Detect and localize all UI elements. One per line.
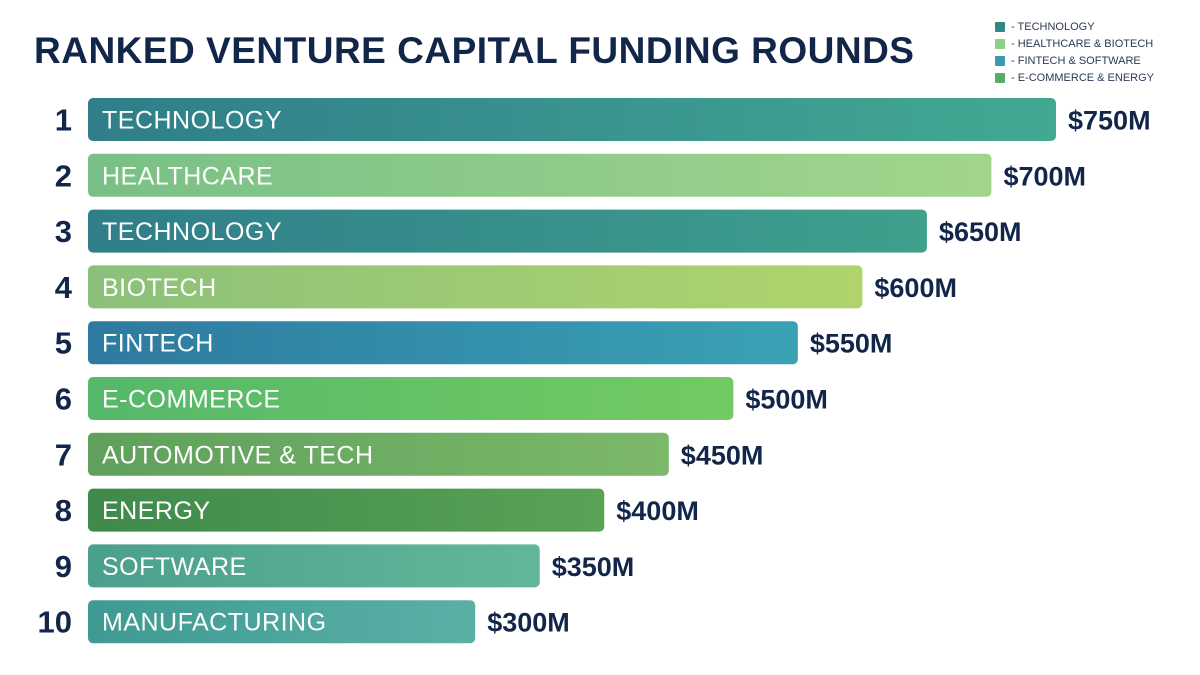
bar-category-label: AUTOMOTIVE & TECH <box>102 441 374 469</box>
rank-number: 6 <box>55 382 72 417</box>
rank-number: 3 <box>55 214 72 249</box>
rank-number: 2 <box>55 158 72 193</box>
chart-title: RANKED VENTURE CAPITAL FUNDING ROUNDS <box>34 30 915 71</box>
legend-label: - TECHNOLOGY <box>1011 20 1095 33</box>
bar-value-label: $550M <box>810 329 893 359</box>
bar-category-label: HEALTHCARE <box>102 162 273 190</box>
legend-label: - FINTECH & SOFTWARE <box>1011 54 1141 67</box>
bar-category-label: MANUFACTURING <box>102 609 327 637</box>
bar <box>88 432 669 476</box>
legend-item: - E-COMMERCE & ENERGY <box>995 69 1154 86</box>
bar <box>88 153 992 197</box>
bar-value-label: $350M <box>552 552 635 582</box>
bar <box>88 377 734 420</box>
rank-number: 5 <box>55 326 72 361</box>
rank-number: 1 <box>55 103 72 138</box>
bar <box>88 600 476 644</box>
legend-swatch <box>995 21 1005 32</box>
rank-number: 9 <box>55 549 72 584</box>
bar-category-label: BIOTECH <box>102 274 217 302</box>
bar-category-label: TECHNOLOGY <box>102 107 282 135</box>
bar-value-label: $750M <box>1068 106 1151 136</box>
rank-number: 10 <box>38 605 72 640</box>
legend: - TECHNOLOGY - HEALTHCARE & BIOTECH - FI… <box>995 18 1154 86</box>
rank-number: 7 <box>55 437 72 472</box>
bar-category-label: FINTECH <box>102 330 214 358</box>
bar <box>88 265 863 309</box>
legend-swatch <box>995 55 1005 66</box>
legend-swatch <box>995 72 1005 83</box>
legend-label: - E-COMMERCE & ENERGY <box>1011 71 1155 84</box>
bar-value-label: $650M <box>939 217 1022 247</box>
legend-label: - HEALTHCARE & BIOTECH <box>1011 37 1154 50</box>
rank-number: 8 <box>55 493 72 528</box>
bar-value-label: $700M <box>1003 161 1086 191</box>
bar-category-label: E-COMMERCE <box>102 386 281 414</box>
bar <box>88 544 540 588</box>
bar-value-label: $600M <box>874 273 957 303</box>
legend-item: - HEALTHCARE & BIOTECH <box>995 35 1154 52</box>
bar-value-label: $300M <box>487 608 570 638</box>
legend-item: - FINTECH & SOFTWARE <box>995 52 1154 69</box>
bar-value-label: $450M <box>681 440 764 470</box>
bar-value-label: $400M <box>616 496 699 526</box>
rank-number: 4 <box>55 270 73 305</box>
legend-swatch <box>995 38 1005 49</box>
bar-category-label: TECHNOLOGY <box>102 218 282 246</box>
bar <box>88 209 927 253</box>
bar-category-label: ENERGY <box>102 497 211 525</box>
bar <box>88 321 798 365</box>
legend-item: - TECHNOLOGY <box>995 18 1154 35</box>
bar-category-label: SOFTWARE <box>102 553 247 581</box>
bar <box>88 98 1056 141</box>
bar-rows: 1 TECHNOLOGY $750M 2 HEALTHCARE $700M 3 TECHNOL… <box>38 98 1151 644</box>
bar-value-label: $500M <box>745 385 828 415</box>
bar <box>88 488 605 532</box>
